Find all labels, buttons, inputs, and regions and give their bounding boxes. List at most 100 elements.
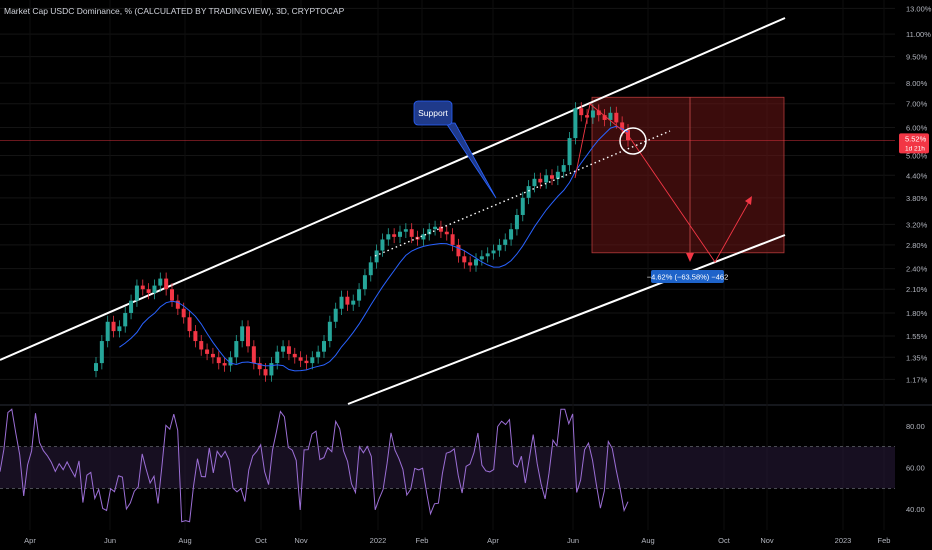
- candle-body: [579, 108, 583, 115]
- candle-body: [246, 326, 250, 346]
- rsi-tick-label: 80.00: [906, 422, 925, 431]
- candle-body: [223, 363, 227, 365]
- candle-body: [135, 286, 139, 301]
- time-tick-label: Aug: [178, 536, 191, 545]
- candle-body: [445, 232, 449, 235]
- price-tick-label: 2.10%: [906, 285, 928, 294]
- candle-body: [544, 175, 548, 182]
- candle-body: [141, 286, 145, 290]
- price-tick-label: 2.40%: [906, 265, 928, 274]
- candle-body: [462, 256, 466, 262]
- candle-body: [205, 349, 209, 353]
- candle-body: [211, 354, 215, 357]
- candle-body: [287, 346, 291, 354]
- candle-body: [573, 108, 577, 138]
- candle-body: [94, 363, 98, 371]
- candle-body: [451, 234, 455, 245]
- rsi-tick-label: 60.00: [906, 464, 925, 473]
- candle-body: [188, 317, 192, 331]
- price-tick-label: 1.80%: [906, 309, 928, 318]
- candle-body: [614, 113, 618, 123]
- time-tick-label: Jun: [567, 536, 579, 545]
- measure-label: −4.62% (−63.58%) −462: [647, 273, 729, 282]
- candle-body: [316, 352, 320, 358]
- candle-body: [340, 297, 344, 309]
- price-tick-label: 3.20%: [906, 220, 928, 229]
- candle-body: [357, 289, 361, 300]
- candle-body: [129, 301, 133, 313]
- candle-body: [217, 357, 221, 363]
- candle-body: [334, 309, 338, 322]
- candle-body: [252, 346, 256, 363]
- candle-body: [509, 229, 513, 239]
- candle-body: [304, 361, 308, 363]
- candle-body: [497, 245, 501, 251]
- candle-body: [527, 186, 531, 198]
- candle-body: [456, 245, 460, 256]
- candle-body: [568, 138, 572, 165]
- candle-body: [538, 179, 542, 183]
- candle-body: [562, 165, 566, 172]
- price-tick-label: 1.17%: [906, 375, 928, 384]
- candle-body: [503, 239, 507, 244]
- price-tick-label: 6.00%: [906, 123, 928, 132]
- price-tick-label: 1.35%: [906, 353, 928, 362]
- candle-body: [147, 289, 151, 293]
- candle-body: [404, 229, 408, 232]
- time-tick-label: Nov: [294, 536, 308, 545]
- candle-body: [392, 234, 396, 237]
- candle-body: [310, 357, 314, 363]
- candle-body: [608, 113, 612, 120]
- price-tick-label: 3.80%: [906, 194, 928, 203]
- candle-body: [556, 172, 560, 179]
- current-price-label: 5.52%: [905, 134, 927, 143]
- candle-body: [345, 297, 349, 305]
- time-tick-label: Jun: [104, 536, 116, 545]
- candle-body: [380, 239, 384, 250]
- candle-body: [293, 354, 297, 357]
- time-tick-label: Oct: [255, 536, 268, 545]
- candle-body: [386, 234, 390, 239]
- candle-body: [591, 110, 595, 117]
- candle-body: [492, 250, 496, 253]
- time-tick-label: Aug: [641, 536, 654, 545]
- candle-body: [240, 326, 244, 341]
- price-tick-label: 7.00%: [906, 100, 928, 109]
- rsi-tick-label: 40.00: [906, 505, 925, 514]
- time-tick-label: 2023: [835, 536, 852, 545]
- time-tick-label: Oct: [718, 536, 731, 545]
- time-tick-label: Feb: [878, 536, 891, 545]
- candle-body: [515, 215, 519, 229]
- candle-body: [106, 322, 110, 341]
- candle-body: [164, 279, 168, 290]
- candle-body: [474, 259, 478, 265]
- candle-body: [234, 341, 238, 357]
- candle-body: [100, 341, 104, 363]
- candle-body: [351, 301, 355, 305]
- candle-body: [532, 179, 536, 186]
- candle-body: [433, 227, 437, 229]
- support-label: Support: [418, 108, 448, 118]
- candle-body: [117, 326, 121, 331]
- time-tick-label: Nov: [760, 536, 774, 545]
- time-tick-label: 2022: [370, 536, 387, 545]
- price-tick-label: 1.55%: [906, 332, 928, 341]
- candle-body: [123, 313, 127, 326]
- price-tick-label: 9.50%: [906, 53, 928, 62]
- candle-body: [264, 369, 268, 375]
- time-tick-label: Apr: [487, 536, 499, 545]
- price-tick-label: 2.80%: [906, 241, 928, 250]
- candle-body: [398, 232, 402, 237]
- candle-body: [275, 352, 279, 363]
- candle-body: [322, 341, 326, 352]
- chart-title: Market Cap USDC Dominance, % (CALCULATED…: [4, 6, 344, 16]
- time-tick-label: Feb: [416, 536, 429, 545]
- candle-body: [193, 331, 197, 341]
- candle-body: [158, 279, 162, 286]
- candle-body: [521, 198, 525, 215]
- candle-body: [182, 309, 186, 318]
- candle-body: [363, 275, 367, 289]
- candle-body: [480, 256, 484, 259]
- candle-body: [410, 229, 414, 237]
